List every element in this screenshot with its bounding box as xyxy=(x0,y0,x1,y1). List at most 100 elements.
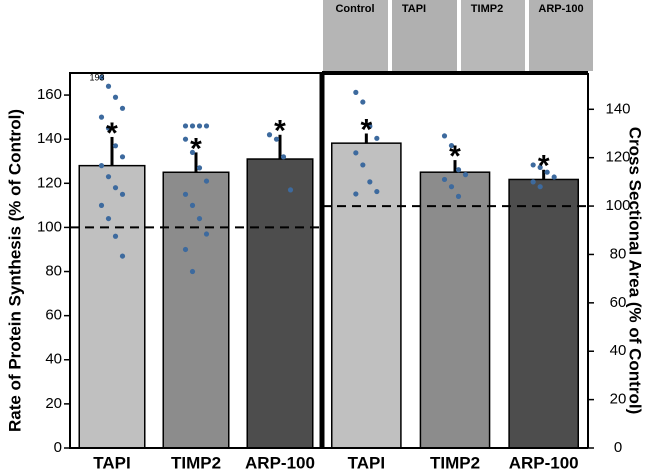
bar xyxy=(331,142,402,449)
data-point xyxy=(374,135,380,141)
image xyxy=(392,0,457,71)
y-tick-label: 60 xyxy=(610,294,627,311)
data-point xyxy=(353,89,359,95)
y-tick-label: 140 xyxy=(605,100,630,117)
significance-mark: * xyxy=(538,150,550,183)
data-point xyxy=(287,187,294,193)
data-point xyxy=(189,268,196,275)
y-tick-label: 140 xyxy=(37,130,62,147)
y-tick-label: 100 xyxy=(37,218,62,235)
data-point xyxy=(530,162,536,168)
significance-mark: * xyxy=(274,115,286,148)
y-tick-label: 120 xyxy=(605,149,630,166)
data-point xyxy=(441,133,448,139)
data-point xyxy=(353,150,359,156)
y-tick-label: 0 xyxy=(54,439,62,456)
data-point xyxy=(182,123,189,129)
data-point xyxy=(462,172,469,178)
image-label: Control xyxy=(335,3,374,15)
y-axis-label: Cross Sectional Area (% of Control) xyxy=(626,127,645,414)
image xyxy=(323,0,388,71)
data-point xyxy=(537,164,543,170)
data-point xyxy=(105,125,112,131)
data-point xyxy=(360,99,366,105)
image-label: ARP-100 xyxy=(538,3,583,15)
data-point xyxy=(455,167,462,173)
data-point xyxy=(119,253,126,259)
image xyxy=(461,0,525,71)
significance-mark: * xyxy=(106,117,118,150)
data-point xyxy=(448,142,455,149)
x-tick-label: TAPI xyxy=(348,453,385,472)
y-tick-label: 0 xyxy=(614,439,622,456)
data-point xyxy=(203,178,210,184)
data-point xyxy=(182,191,189,197)
data-point xyxy=(203,231,210,237)
data-point xyxy=(119,154,126,160)
data-point xyxy=(112,233,119,239)
data-point xyxy=(112,94,119,100)
data-point xyxy=(98,163,105,169)
outlier-label: 193 xyxy=(89,72,104,82)
data-point xyxy=(189,202,196,208)
x-tick-label: TIMP2 xyxy=(171,453,221,472)
data-point xyxy=(448,184,455,190)
x-tick-label: ARP-100 xyxy=(509,453,579,472)
data-point xyxy=(367,123,373,129)
data-point xyxy=(189,123,196,129)
y-tick-label: 120 xyxy=(37,174,62,191)
bar xyxy=(419,171,491,449)
data-point xyxy=(196,165,203,171)
data-point xyxy=(189,149,196,156)
data-point xyxy=(112,185,119,191)
y-tick-label: 100 xyxy=(605,197,630,214)
data-point xyxy=(353,191,359,197)
image-label: TIMP2 xyxy=(471,3,503,15)
significance-mark: * xyxy=(449,140,461,173)
bar xyxy=(162,171,230,449)
data-point xyxy=(105,215,112,222)
y-tick-label: 80 xyxy=(45,262,62,279)
y-axis-label: Rate of Protein Synthesis (% of Control) xyxy=(5,109,24,432)
bar xyxy=(508,178,579,449)
data-point xyxy=(544,169,550,175)
y-tick-label: 20 xyxy=(45,395,62,412)
data-point xyxy=(196,123,203,129)
data-point xyxy=(182,136,189,142)
data-point xyxy=(98,202,105,208)
data-point xyxy=(203,123,210,129)
data-point xyxy=(273,136,280,142)
y-tick-label: 20 xyxy=(610,391,627,408)
y-tick-label: 40 xyxy=(610,342,627,359)
x-tick-label: TIMP2 xyxy=(430,453,480,472)
significance-mark: * xyxy=(190,132,202,165)
image-label: TAPI xyxy=(402,3,426,15)
data-point xyxy=(360,162,366,168)
data-point xyxy=(196,215,203,222)
data-point xyxy=(537,184,543,190)
data-point xyxy=(455,193,462,199)
data-point xyxy=(374,188,380,195)
data-point xyxy=(530,179,536,185)
y-tick-label: 80 xyxy=(610,245,627,262)
data-point xyxy=(112,143,119,149)
data-point xyxy=(105,83,112,89)
bar xyxy=(78,164,146,449)
bar xyxy=(246,158,314,449)
x-tick-label: TAPI xyxy=(93,453,130,472)
significance-mark: * xyxy=(360,113,372,146)
data-point xyxy=(266,132,273,138)
data-point xyxy=(551,174,557,180)
y-tick-label: 40 xyxy=(45,351,62,368)
y-tick-label: 160 xyxy=(37,86,62,103)
data-point xyxy=(98,74,105,81)
data-point xyxy=(367,179,373,185)
data-point xyxy=(280,154,287,160)
image-panels: Control TAPI TIMP2 ARP-100 xyxy=(323,0,593,71)
data-point xyxy=(182,246,189,253)
data-point xyxy=(441,176,448,183)
data-point xyxy=(119,105,126,111)
data-point xyxy=(105,174,112,180)
data-point xyxy=(119,191,126,197)
